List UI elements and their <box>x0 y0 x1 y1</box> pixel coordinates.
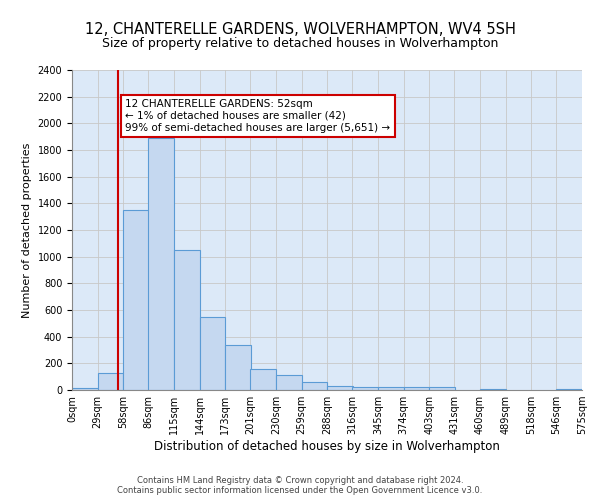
Bar <box>302 382 328 390</box>
Bar <box>352 388 378 390</box>
Text: Contains HM Land Registry data © Crown copyright and database right 2024.
Contai: Contains HM Land Registry data © Crown c… <box>118 476 482 495</box>
Text: Size of property relative to detached houses in Wolverhampton: Size of property relative to detached ho… <box>102 38 498 51</box>
Text: 12, CHANTERELLE GARDENS, WOLVERHAMPTON, WV4 5SH: 12, CHANTERELLE GARDENS, WOLVERHAMPTON, … <box>85 22 515 38</box>
Bar <box>276 376 302 390</box>
Bar <box>148 138 174 390</box>
X-axis label: Distribution of detached houses by size in Wolverhampton: Distribution of detached houses by size … <box>154 440 500 453</box>
Bar <box>200 316 226 390</box>
Text: 12 CHANTERELLE GARDENS: 52sqm
← 1% of detached houses are smaller (42)
99% of se: 12 CHANTERELLE GARDENS: 52sqm ← 1% of de… <box>125 100 391 132</box>
Bar <box>556 388 582 390</box>
Bar <box>328 386 353 390</box>
Bar <box>174 250 200 390</box>
Bar <box>98 374 124 390</box>
Bar <box>430 388 455 390</box>
Y-axis label: Number of detached properties: Number of detached properties <box>22 142 32 318</box>
Bar <box>404 388 430 390</box>
Bar <box>378 388 404 390</box>
Bar <box>72 388 98 390</box>
Bar <box>226 346 251 390</box>
Bar <box>480 388 506 390</box>
Bar <box>124 210 149 390</box>
Bar <box>250 368 276 390</box>
